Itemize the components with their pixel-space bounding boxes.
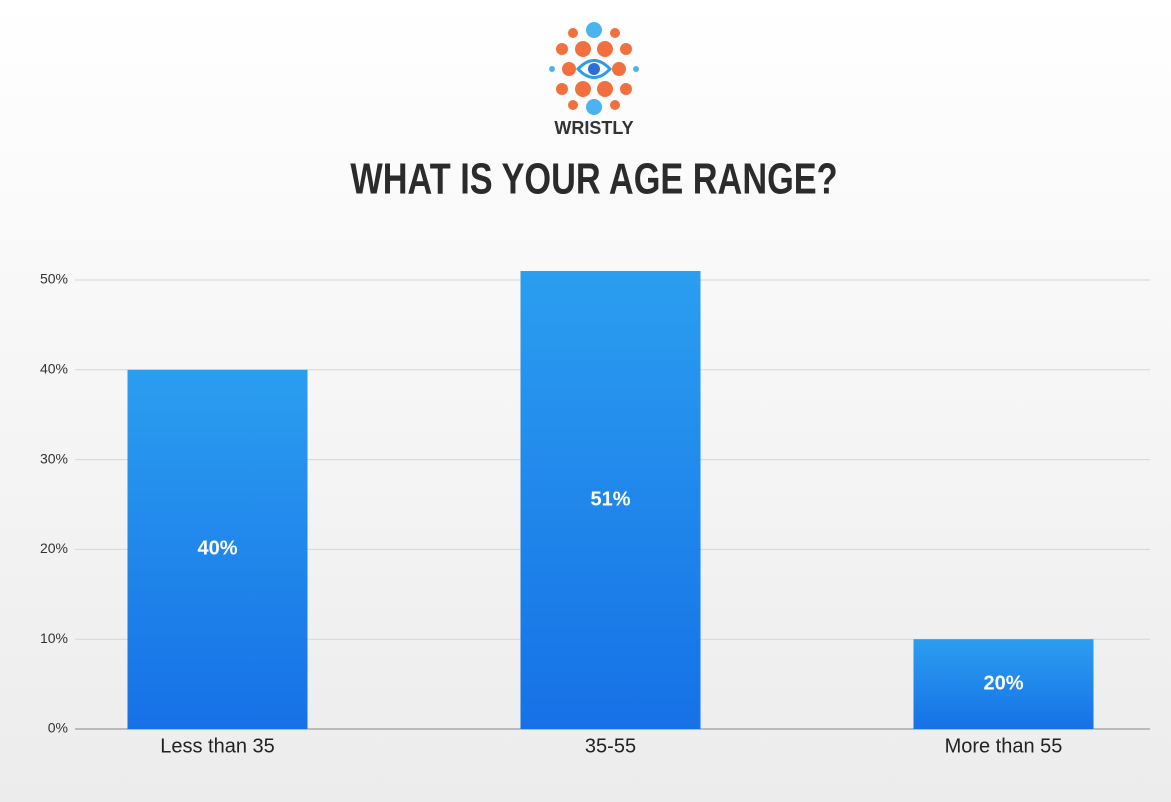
y-tick-label: 50% — [40, 271, 68, 287]
logo-text: WRISTLY — [554, 118, 633, 138]
bar — [913, 639, 1094, 729]
x-tick-label: 35-55 — [585, 735, 636, 757]
chart-title: WHAT IS YOUR AGE RANGE? — [350, 155, 837, 204]
y-tick-label: 0% — [48, 720, 68, 736]
bar-annotation: 40% — [197, 538, 237, 560]
y-tick-label: 20% — [40, 540, 68, 556]
y-tick-label: 30% — [40, 450, 68, 466]
x-tick-label: Less than 35 — [160, 735, 275, 757]
y-tick-label: 40% — [40, 361, 68, 377]
logo — [549, 22, 639, 115]
y-tick-label: 10% — [40, 630, 68, 646]
bar — [520, 271, 701, 729]
x-tick-label: More than 55 — [945, 735, 1063, 757]
bar — [127, 369, 308, 729]
bar-annotation: 51% — [590, 488, 630, 510]
bar-annotation: 20% — [983, 672, 1023, 694]
